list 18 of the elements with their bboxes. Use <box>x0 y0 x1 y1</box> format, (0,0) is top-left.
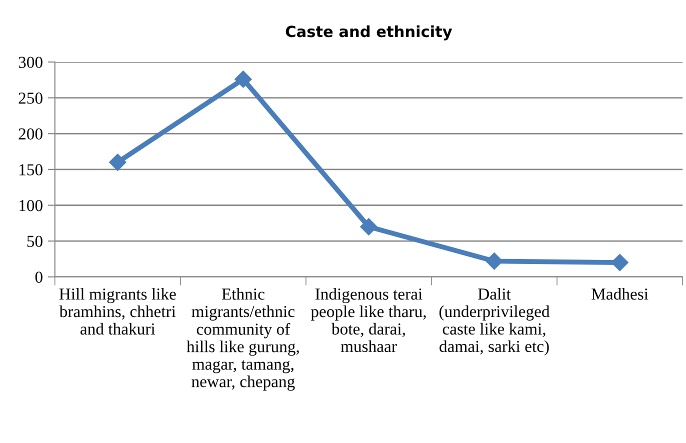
point <box>360 218 378 236</box>
point <box>611 254 628 272</box>
x-tick-label: Ethnic migrants/ethnic community of hills like gurung, magar, tamang, newar, chepang <box>186 288 299 391</box>
chart-title: Caste and ethnicity <box>286 25 452 40</box>
y-tick-label: 100 <box>20 200 42 212</box>
y-tick-label: 50 <box>27 236 42 248</box>
y-tick-label: 250 <box>18 92 42 104</box>
point <box>109 154 126 171</box>
point <box>486 252 503 270</box>
y-tick-label: 300 <box>18 56 42 68</box>
point <box>234 70 252 88</box>
y-tick-label: 200 <box>18 128 42 140</box>
x-tick-label: Dalit (underprivileged caste like kami, damai, sarki etc) <box>439 288 550 356</box>
y-tick-label: 0 <box>35 272 42 283</box>
y-tick-label: 150 <box>20 164 42 176</box>
x-tick-label: Indigenous terai people like tharu, bote, darai, mushaar <box>310 288 426 352</box>
x-tick-label: Hill migrants like bramhins, chhetri and thakuri <box>59 288 176 335</box>
x-tick-label: Madhesi <box>592 288 648 300</box>
